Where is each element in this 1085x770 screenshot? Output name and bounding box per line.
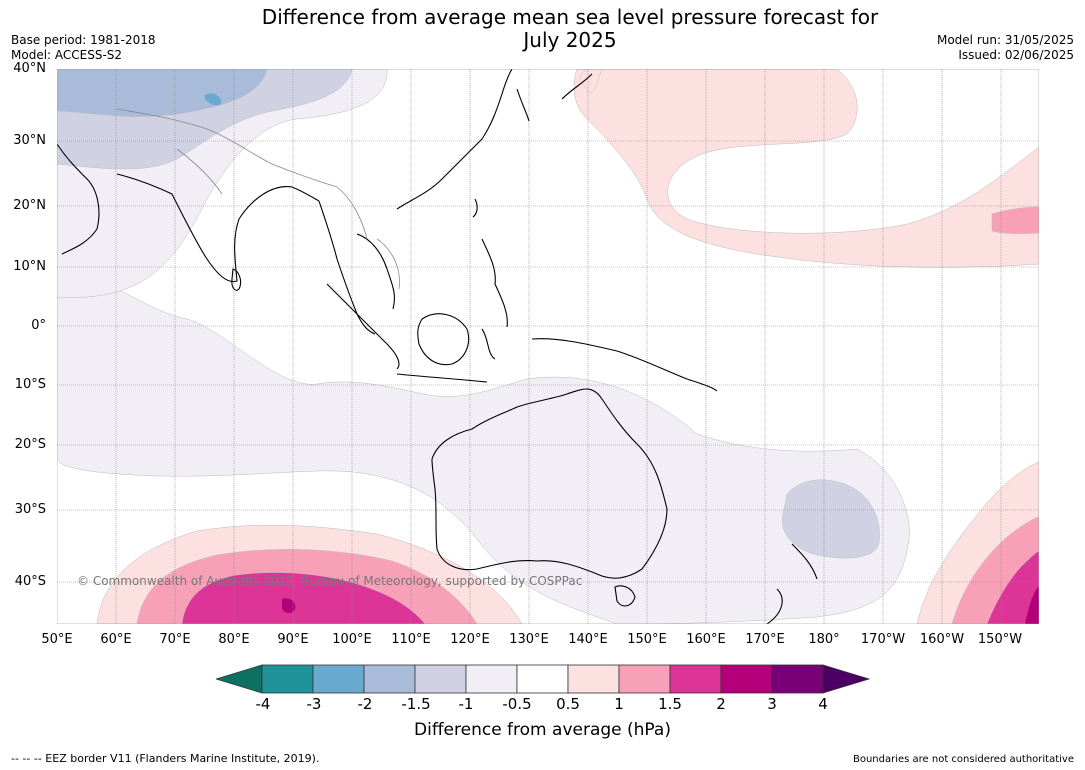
colorbar-tick: -1.5 — [401, 695, 431, 713]
lon-label-130e: 130°E — [509, 632, 549, 647]
issued-date: Issued: 02/06/2025 — [958, 48, 1074, 62]
colorbar-tick: -1 — [458, 695, 474, 713]
colorbar-swatch — [771, 664, 824, 694]
lon-label-150w: 150°W — [977, 632, 1023, 647]
lon-label-80e: 80°E — [218, 632, 250, 647]
colorbar-swatch — [516, 664, 569, 694]
colorbar-tick: 1 — [614, 695, 624, 713]
colorbar — [216, 664, 871, 694]
colorbar-swatch — [618, 664, 671, 694]
chart-title-line2: July 2025 — [523, 28, 617, 52]
colorbar-swatch — [720, 664, 773, 694]
chart-title-line1: Difference from average mean sea level p… — [261, 5, 879, 29]
lat-label-10s: 10°S — [14, 377, 46, 392]
lat-label-40n: 40°N — [13, 61, 46, 76]
colorbar-tick: 1.5 — [658, 695, 682, 713]
colorbar-extend-high — [822, 664, 871, 694]
lon-label-160e: 160°E — [686, 632, 726, 647]
pressure-anomaly-map — [57, 69, 1039, 624]
colorbar-swatch — [567, 664, 620, 694]
lon-label-140e: 140°E — [568, 632, 608, 647]
colorbar-tick: 0.5 — [556, 695, 580, 713]
colorbar-tick: -2 — [357, 695, 373, 713]
lat-label-10n: 10°N — [13, 259, 46, 274]
lat-label-20s: 20°S — [14, 437, 46, 452]
coastlines — [57, 69, 818, 624]
lon-label-170e: 170°E — [745, 632, 785, 647]
colorbar-tick: 2 — [716, 695, 726, 713]
colorbar-tick: -0.5 — [502, 695, 532, 713]
lon-label-180: 180° — [808, 632, 840, 647]
copyright-notice: © Commonwealth of Australia 2025, Bureau… — [77, 574, 583, 588]
lon-label-50e: 50°E — [41, 632, 73, 647]
colorbar-swatch — [465, 664, 518, 694]
lon-label-70e: 70°E — [159, 632, 191, 647]
graticule — [57, 69, 1039, 624]
colorbar-tick: 3 — [767, 695, 777, 713]
country-borders — [116, 108, 400, 290]
lat-label-40s: 40°S — [14, 574, 46, 589]
lon-label-110e: 110°E — [391, 632, 431, 647]
lon-label-60e: 60°E — [100, 632, 132, 647]
colorbar-swatch — [669, 664, 722, 694]
lat-label-30n: 30°N — [13, 133, 46, 148]
lon-label-170w: 170°W — [860, 632, 906, 647]
lat-label-0: 0° — [31, 318, 46, 333]
colorbar-swatch — [414, 664, 467, 694]
lon-label-160w: 160°W — [919, 632, 965, 647]
model-run: Model run: 31/05/2025 — [936, 33, 1074, 47]
lat-label-20n: 20°N — [13, 198, 46, 213]
lon-label-100e: 100°E — [332, 632, 372, 647]
colorbar-swatch — [261, 664, 314, 694]
colorbar-tick: -3 — [306, 695, 322, 713]
positive-anomaly-regions — [96, 69, 1039, 624]
lon-label-90e: 90°E — [277, 632, 309, 647]
colorbar-tick: 4 — [818, 695, 828, 713]
colorbar-swatch — [312, 664, 365, 694]
lon-label-150e: 150°E — [627, 632, 667, 647]
colorbar-extend-low — [216, 664, 263, 694]
base-period: Base period: 1981-2018 — [11, 33, 156, 47]
colorbar-label: Difference from average (hPa) — [414, 720, 671, 740]
model-name: Model: ACCESS-S2 — [11, 48, 123, 62]
lat-label-30s: 30°S — [14, 502, 46, 517]
boundaries-disclaimer: Boundaries are not considered authoritat… — [852, 754, 1074, 765]
colorbar-tick: -4 — [255, 695, 271, 713]
eez-border-note: -- -- -- EEZ border V11 (Flanders Marine… — [11, 752, 320, 765]
lon-label-120e: 120°E — [450, 632, 490, 647]
colorbar-swatch — [363, 664, 416, 694]
